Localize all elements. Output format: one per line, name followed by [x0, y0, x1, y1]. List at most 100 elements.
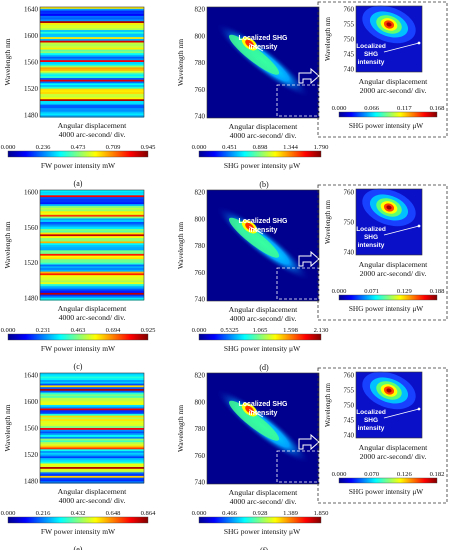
annotation-leader: [249, 226, 264, 235]
fw-heatmap-row: [40, 443, 144, 447]
x-axis-subtitle: 2000 arc-second/ div.: [360, 452, 427, 461]
y-axis-title: Wavelength nm: [3, 404, 12, 451]
fw-heatmap-row: [40, 211, 144, 214]
colorbar: 0.000 0.216 0.432 0.648 0.864: [1, 510, 157, 524]
fw-heatmap-row: [40, 8, 144, 12]
colorbar: 0.000 0.466 0.928 1.389 1.850: [192, 510, 329, 524]
colorbar-tick-label: 0.231: [36, 327, 51, 334]
fw-heatmap-row: [40, 49, 144, 52]
colorbar-tick-label: 0.129: [397, 288, 413, 295]
fw-heatmap-row: [40, 445, 144, 449]
inset-heatmap: [355, 371, 423, 439]
fw-heatmap-row: [40, 431, 144, 434]
fw-heatmap-row: [40, 30, 144, 33]
fw-heatmap-row: [40, 79, 144, 83]
inset-plot-frame: [355, 371, 423, 439]
colorbar-tick-label: 0.473: [71, 144, 87, 151]
y-tick-label: 1480: [24, 112, 39, 120]
fw-heatmap-row: [40, 230, 144, 234]
fw-heatmap-row: [40, 216, 144, 219]
fw-heatmap-row: [40, 250, 144, 253]
fw-heatmap-row: [40, 63, 144, 67]
fw-heatmap-row: [40, 85, 144, 88]
annotation-text: intensity: [358, 59, 385, 66]
fw-heatmap-row: [40, 77, 144, 81]
fw-plot-frame: [39, 6, 145, 118]
fw-heatmap-row: [40, 33, 144, 36]
fw-heatmap-row: [40, 412, 144, 415]
y-tick-label: 740: [344, 66, 355, 74]
fw-heatmap-row: [40, 248, 144, 251]
fw-heatmap-row: [40, 262, 144, 266]
x-axis-title: Angular displacement: [229, 488, 298, 497]
y-tick-label: 760: [344, 189, 355, 197]
colorbar-tick-label: 0.432: [71, 510, 86, 517]
fw-heatmap-row: [40, 298, 144, 301]
inset-heatmap: [355, 188, 423, 256]
fw-heatmap-row: [40, 209, 144, 212]
fw-heatmap-row: [40, 108, 144, 111]
colorbar-title: SHG power intensity μW: [349, 121, 423, 130]
y-tick-label: 800: [195, 32, 206, 40]
fw-heatmap-row: [40, 86, 144, 90]
annotation-point: [417, 41, 421, 45]
y-tick-label: 740: [344, 249, 355, 257]
fw-heatmap-row: [40, 67, 144, 70]
fw-plot-frame: [39, 372, 145, 484]
colorbar-tick-label: 0.000: [192, 510, 208, 517]
fw-heatmap-row: [40, 232, 144, 235]
fw-heatmap-row: [40, 387, 144, 390]
x-axis-title: Angular displacement: [359, 260, 428, 269]
y-axis-title: Wavelength nm: [324, 382, 332, 427]
fw-heatmap-row: [40, 463, 144, 466]
y-tick-label: 755: [344, 387, 355, 395]
fw-heatmap-row: [40, 275, 144, 278]
colorbar-tick-label: 0.928: [253, 510, 269, 517]
fw-heatmap-row: [40, 294, 144, 298]
fw-heatmap-row: [40, 433, 144, 436]
y-tick-label: 740: [195, 296, 206, 304]
fw-heatmap-row: [40, 102, 144, 106]
fw-heatmap-row: [40, 51, 144, 54]
y-tick-label: 750: [344, 219, 355, 227]
x-axis-title: Angular displacement: [58, 487, 127, 496]
fw-heatmap-row: [40, 374, 144, 378]
fw-heatmap-row: [40, 477, 144, 481]
fw-heatmap-row: [40, 214, 144, 218]
colorbar-tick-label: 0.648: [106, 510, 122, 517]
fw-heatmap-row: [40, 47, 144, 51]
fw-heatmap-row: [40, 378, 144, 381]
colorbar-tick-label: 0.466: [222, 510, 238, 517]
colorbar-tick-label: 0.864: [141, 510, 157, 517]
colorbar-tick-label: 2.130: [314, 327, 330, 334]
fw-heatmap: [39, 189, 145, 301]
x-axis-subtitle: 4000 arc-second/ div.: [59, 496, 126, 505]
colorbar-bar: [338, 294, 438, 301]
fw-heatmap-row: [40, 406, 144, 410]
fw-heatmap-row: [40, 408, 144, 411]
fw-heatmap-row: [40, 454, 144, 457]
fw-heatmap-row: [40, 260, 144, 264]
y-axis-title: Wavelength nm: [176, 222, 185, 269]
annotation-text: SHG: [364, 51, 378, 58]
inset-frame: [317, 184, 448, 321]
fw-heatmap-row: [40, 24, 144, 28]
colorbar-tick-label: 0.000: [192, 144, 208, 151]
annotation-text: Localized SHG: [238, 35, 288, 42]
fw-heatmap-row: [40, 195, 144, 198]
fw-heatmap-row: [40, 72, 144, 76]
fw-heatmap-row: [40, 278, 144, 282]
fw-heatmap-row: [40, 456, 144, 459]
colorbar-tick-label: 1.598: [283, 327, 299, 334]
fw-heatmap-row: [40, 253, 144, 257]
fw-heatmap-row: [40, 245, 144, 248]
fw-heatmap-row: [40, 291, 144, 294]
fw-heatmap-row: [40, 40, 144, 44]
colorbar-tick-label: 0.126: [397, 471, 413, 478]
fw-heatmap-row: [40, 436, 144, 440]
y-tick-label: 1640: [24, 372, 39, 380]
colorbar-bar: [198, 150, 322, 158]
colorbar-bar: [198, 333, 322, 341]
fw-heatmap-row: [40, 415, 144, 418]
